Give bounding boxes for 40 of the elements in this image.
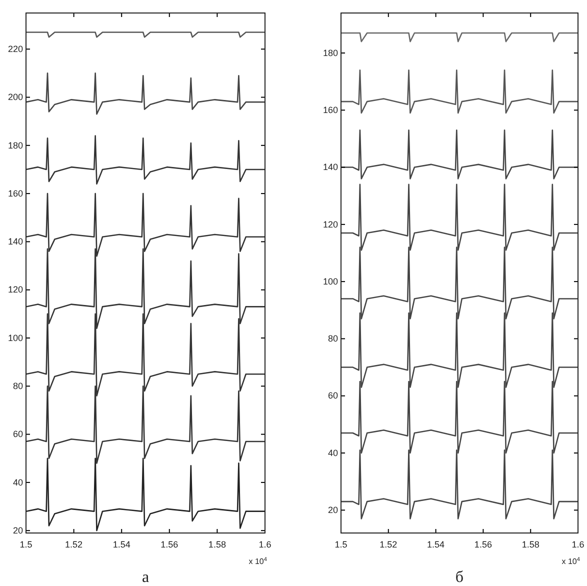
y-tick-label: 160	[8, 188, 23, 198]
y-tick-label: 20	[12, 525, 23, 536]
x-tick-label: 1.56	[474, 539, 492, 550]
x-tick-label: 1.5	[334, 539, 348, 550]
x-tick-label: 1.5	[20, 539, 32, 550]
x-tick-label: 1.56	[160, 539, 178, 550]
y-tick-label: 80	[328, 334, 338, 344]
x-tick-label: 1.52	[380, 539, 398, 550]
line-series	[340, 129, 579, 180]
y-tick-label: 40	[12, 477, 23, 488]
text: x 10$^{4}$	[562, 557, 580, 566]
y-tick-label: 220	[8, 44, 23, 54]
y-tick-label: 160	[322, 105, 338, 116]
y-tick-label: 140	[8, 236, 23, 247]
y-tick-label: 100	[322, 276, 338, 286]
y-tick-label: 80	[12, 381, 23, 392]
y-tick-label: 140	[322, 162, 338, 172]
y-tick-label: 180	[8, 140, 23, 150]
x-axis-title: б	[455, 569, 464, 586]
y-tick-label: 120	[8, 284, 23, 295]
x-tick-label: 1.52	[65, 539, 83, 550]
line-series	[25, 135, 266, 185]
y-tick-label: 180	[322, 48, 338, 58]
y-tick-label: 120	[322, 219, 338, 230]
text: x 10$^{4}$	[248, 557, 267, 566]
y-tick-label: 60	[12, 429, 23, 440]
y-tick-label: 100	[8, 332, 23, 343]
y-tick-label: 20	[328, 505, 338, 516]
x-axis-title: а	[142, 569, 150, 586]
x-tick-label: 1.58	[522, 539, 540, 550]
y-tick-label: 40	[328, 448, 338, 458]
y-tick-label: 200	[8, 92, 23, 102]
line-series	[25, 72, 266, 115]
line-series	[340, 69, 579, 114]
y-tick-label: 60	[328, 390, 338, 401]
x-tick-label: 1.54	[112, 539, 130, 550]
x-tick-label: 1.6	[572, 539, 584, 550]
x-tick-label: 1.6	[258, 539, 272, 550]
x-tick-label: 1.54	[427, 539, 445, 550]
x-tick-label: 1.58	[208, 539, 226, 550]
